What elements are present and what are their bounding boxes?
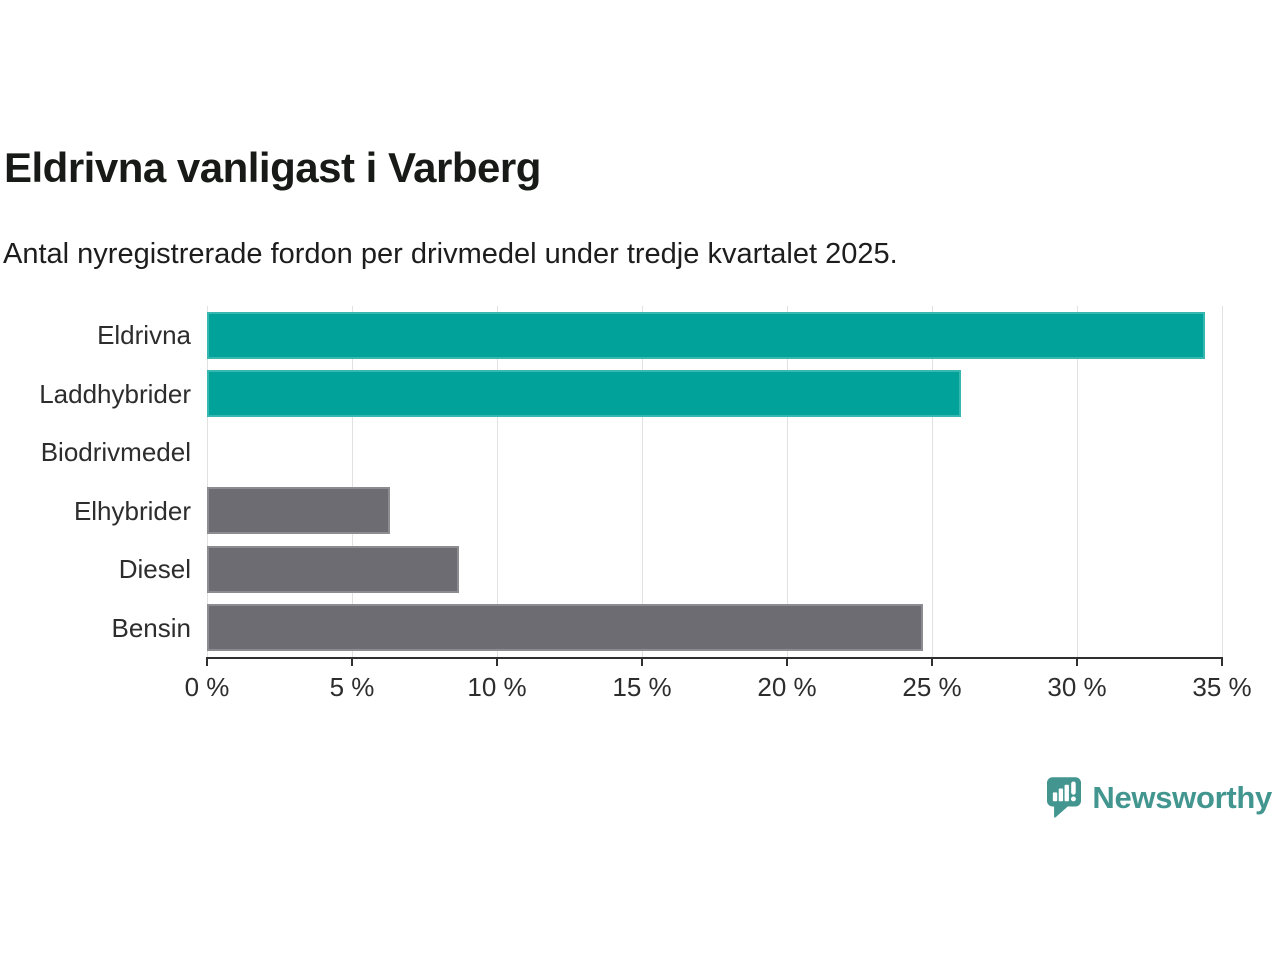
category-label-bensin: Bensin — [111, 612, 192, 643]
x-axis-tick-label: 20 % — [757, 672, 817, 702]
x-axis-tick-label: 15 % — [612, 672, 672, 702]
x-axis-tick — [931, 657, 933, 666]
newsworthy-logo: Newsworthy — [1047, 777, 1272, 819]
x-axis-tick-label: 10 % — [467, 672, 527, 702]
newsworthy-logo-text: Newsworthy — [1092, 780, 1272, 815]
x-axis-tick — [496, 657, 498, 666]
category-label-biodrivmedel: Biodrivmedel — [40, 437, 191, 468]
gridline — [352, 306, 353, 657]
gridline — [1077, 306, 1078, 657]
bar-laddhybrider — [207, 370, 961, 418]
newsworthy-logo-icon — [1047, 777, 1082, 818]
x-axis-tick — [1221, 657, 1223, 666]
category-label-diesel: Diesel — [118, 554, 191, 585]
bar-chart-plot: 0 % 5 % 10 % 15 % 20 % 25 % 30 % 35 % — [185, 306, 1252, 702]
x-axis-tick-label: 30 % — [1047, 672, 1107, 702]
x-axis-tick — [641, 657, 643, 666]
logo-bar-short — [1053, 792, 1058, 802]
logo-bar-medium — [1059, 788, 1064, 802]
gridline — [207, 306, 208, 657]
x-axis-tick — [206, 657, 208, 666]
logo-exclamation-dot — [1071, 796, 1077, 802]
bar-elhybrider — [207, 487, 390, 535]
category-label-laddhybrider: Laddhybrider — [39, 378, 191, 409]
x-axis-tick-label: 35 % — [1192, 672, 1252, 702]
gridline — [1222, 306, 1223, 657]
x-axis-tick-label: 25 % — [902, 672, 962, 702]
bar-diesel — [207, 545, 460, 593]
chart-subtitle: Antal nyregistrerade fordon per drivmede… — [3, 238, 898, 270]
logo-bar-tall — [1064, 784, 1070, 802]
x-axis-tick-label: 0 % — [184, 672, 230, 702]
x-axis-tick — [351, 657, 353, 666]
category-label-elhybrider: Elhybrider — [73, 495, 191, 526]
gridline — [642, 306, 643, 657]
x-axis-tick — [1076, 657, 1078, 666]
x-axis-line — [207, 657, 1222, 659]
chart-title: Eldrivna vanligast i Varberg — [4, 144, 541, 191]
gridline — [787, 306, 788, 657]
bar-eldrivna — [207, 311, 1205, 359]
gridline — [497, 306, 498, 657]
gridline — [932, 306, 933, 657]
bar-bensin — [207, 604, 924, 652]
logo-exclamation-stem — [1071, 781, 1077, 795]
x-axis-tick-label: 5 % — [329, 672, 375, 702]
category-axis-labels: Eldrivna Laddhybrider Biodrivmedel Elhybrid… — [0, 306, 191, 657]
category-label-eldrivna: Eldrivna — [97, 320, 191, 351]
x-axis-tick — [786, 657, 788, 666]
